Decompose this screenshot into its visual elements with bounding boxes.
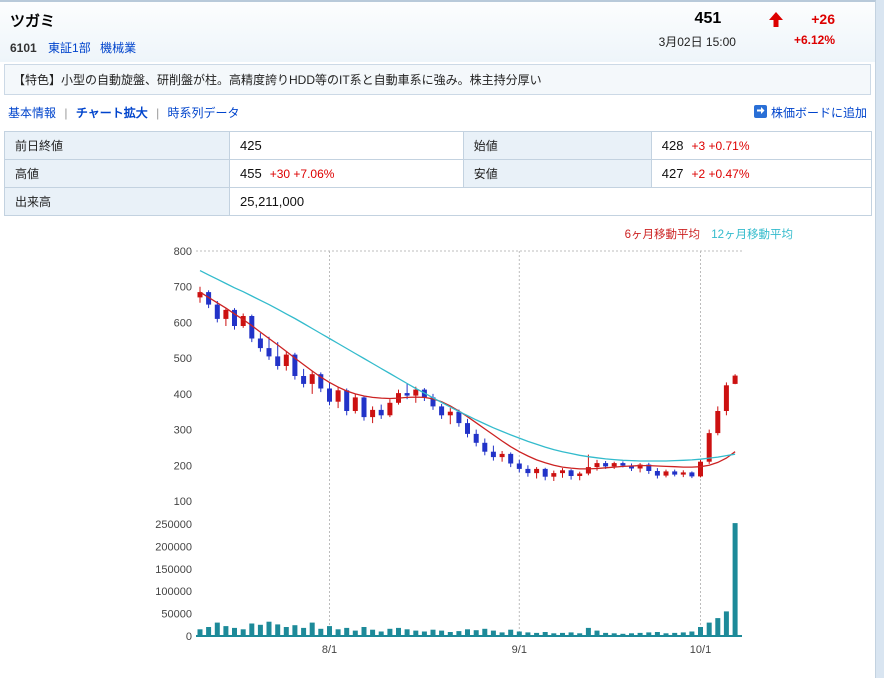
add-to-board-link[interactable]: 株価ボードに追加 xyxy=(753,104,867,121)
svg-text:800: 800 xyxy=(174,246,192,258)
table-row: 出来高 25,211,000 xyxy=(4,187,872,216)
company-name: ツガミ xyxy=(10,13,56,30)
svg-text:600: 600 xyxy=(174,317,192,329)
svg-text:10/1: 10/1 xyxy=(690,644,711,656)
svg-text:500: 500 xyxy=(174,353,192,365)
price-block: 451 +26 3月02日 15:00 +6.12% xyxy=(659,10,863,56)
open-value: 428 +3 +0.71% xyxy=(650,131,873,160)
price-meta-line: 3月02日 15:00 +6.12% xyxy=(659,33,835,50)
svg-text:250000: 250000 xyxy=(155,519,192,531)
svg-text:100: 100 xyxy=(174,496,192,508)
add-to-board-icon xyxy=(753,104,767,121)
industry-link[interactable]: 機械業 xyxy=(100,41,137,55)
header: ツガミ 6101 東証1部 機械業 451 +26 3月02日 15:00 +6… xyxy=(0,2,875,62)
svg-text:8/1: 8/1 xyxy=(322,644,337,656)
prev-close-label: 前日終値 xyxy=(4,131,230,160)
company-feature-box: 【特色】小型の自動旋盤、研削盤が柱。高精度誇りHDD等のIT系と自動車系に強み。… xyxy=(4,64,871,95)
volume-value: 25,211,000 xyxy=(229,187,872,216)
svg-text:200: 200 xyxy=(174,460,192,472)
stock-chart: 6ヶ月移動平均 12ヶ月移動平均 8/1 9/1 10/1 800 700 600 500 4… xyxy=(0,226,875,678)
prev-close-value: 425 xyxy=(229,131,464,160)
open-label: 始値 xyxy=(462,131,652,160)
svg-text:9/1: 9/1 xyxy=(512,644,527,656)
price-line: 451 +26 xyxy=(659,10,835,28)
svg-text:150000: 150000 xyxy=(155,564,192,576)
market-link[interactable]: 東証1部 xyxy=(48,41,91,55)
low-value: 427 +2 +0.47% xyxy=(650,159,873,188)
table-row: 高値 455 +30 +7.06% 安値 427 +2 +0.47% xyxy=(4,159,873,188)
current-price: 451 xyxy=(694,10,722,27)
price-change-percent: +6.12% xyxy=(793,33,835,47)
svg-text:50000: 50000 xyxy=(161,609,192,621)
svg-text:0: 0 xyxy=(186,631,192,643)
chart-legend: 6ヶ月移動平均 12ヶ月移動平均 xyxy=(625,226,793,242)
nav-separator: | xyxy=(156,106,160,120)
svg-text:400: 400 xyxy=(174,389,192,401)
svg-text:700: 700 xyxy=(174,282,192,294)
nav-basic-info-link[interactable]: 基本情報 xyxy=(8,106,57,120)
price-change: +26 xyxy=(811,11,835,27)
nav-row: 基本情報 | チャート拡大 | 時系列データ 株価ボードに追加 xyxy=(0,95,875,131)
svg-text:300: 300 xyxy=(174,425,192,437)
high-label: 高値 xyxy=(4,159,230,188)
up-arrow-icon xyxy=(769,11,784,27)
svg-text:100000: 100000 xyxy=(155,586,192,598)
nav-separator: | xyxy=(64,106,68,120)
table-row: 前日終値 425 始値 428 +3 +0.71% xyxy=(4,131,873,160)
high-value: 455 +30 +7.06% xyxy=(229,159,464,188)
svg-text:200000: 200000 xyxy=(155,541,192,553)
legend-ma6: 6ヶ月移動平均 xyxy=(624,229,700,241)
volume-label: 出来高 xyxy=(4,187,230,216)
nav-links: 基本情報 | チャート拡大 | 時系列データ xyxy=(8,104,240,121)
add-to-board-label: 株価ボードに追加 xyxy=(770,106,867,120)
nav-time-series-link[interactable]: 時系列データ xyxy=(167,106,240,120)
legend-ma12: 12ヶ月移動平均 xyxy=(711,229,793,241)
nav-chart-zoom-link[interactable]: チャート拡大 xyxy=(75,106,148,120)
quote-datetime: 3月02日 15:00 xyxy=(658,35,736,49)
quote-table: 前日終値 425 始値 428 +3 +0.71% 高値 455 +30 +7.06… xyxy=(4,131,873,216)
stock-code: 6101 xyxy=(10,41,37,55)
low-label: 安値 xyxy=(462,159,652,188)
company-sub-line: 6101 東証1部 機械業 xyxy=(10,39,142,56)
company-block: ツガミ 6101 東証1部 機械業 xyxy=(10,10,142,56)
candlestick-chart-canvas: 8/1 9/1 10/1 800 700 600 500 400 300 200 100 250000… xyxy=(155,246,742,656)
